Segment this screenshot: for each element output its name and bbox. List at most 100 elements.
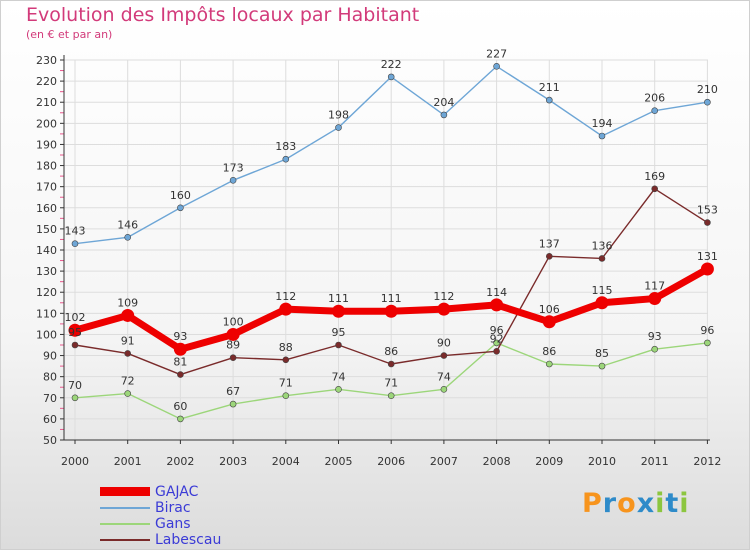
data-point-birac	[335, 124, 342, 131]
y-tick-label: 200	[36, 117, 57, 130]
y-tick-label: 80	[43, 371, 57, 384]
data-point-labescau	[229, 354, 237, 361]
series-group	[68, 63, 714, 423]
logo-letter: P	[582, 488, 603, 519]
axes: 50 60 70 80 90 100 110 120 130 140 150 160 170 180 190…	[36, 54, 721, 468]
legend-label-gans: Gans	[155, 516, 191, 532]
data-label-labescau: 91	[121, 334, 135, 347]
data-point-labescau	[651, 185, 659, 193]
data-point-birac	[124, 234, 131, 241]
data-point-gajac	[384, 304, 398, 318]
legend-item-gajac: GAJAC	[100, 484, 300, 500]
legend-label-birac: Birac	[155, 500, 191, 516]
data-label-birac: 204	[433, 96, 454, 109]
data-point-gajac	[279, 302, 293, 316]
data-label-birac: 183	[275, 140, 296, 153]
logo-letter: x	[636, 488, 656, 519]
data-label-birac: 173	[223, 161, 244, 174]
y-tick-label: 140	[36, 244, 57, 257]
data-label-gans: 71	[384, 377, 398, 390]
x-tick-label: 2011	[641, 455, 669, 468]
data-label-gajac: 112	[275, 290, 296, 303]
data-point-gans	[229, 400, 237, 408]
data-label-gans: 67	[226, 385, 240, 398]
data-point-gans	[493, 339, 500, 347]
data-point-labescau	[282, 356, 290, 364]
data-label-birac: 160	[170, 189, 191, 202]
legend-swatch-gajac	[100, 487, 150, 496]
data-label-labescau: 169	[644, 170, 665, 183]
y-tick-label: 160	[36, 202, 57, 215]
data-label-gajac: 112	[433, 290, 454, 303]
legend-label-gajac: GAJAC	[155, 484, 199, 500]
data-label-gans: 72	[121, 375, 135, 388]
logo-letter: o	[617, 488, 637, 519]
data-point-gans	[387, 392, 395, 399]
data-point-gans	[282, 392, 290, 399]
data-point-gans	[598, 362, 606, 370]
data-point-gajac	[332, 304, 345, 318]
legend-swatch-labescau	[100, 539, 150, 541]
data-label-labescau: 95	[68, 326, 82, 339]
data-point-birac	[704, 98, 711, 106]
data-label-labescau: 137	[539, 237, 560, 250]
data-point-birac	[177, 204, 184, 212]
x-tick-label: 2012	[693, 455, 721, 468]
data-label-birac: 211	[539, 81, 560, 94]
y-tick-label: 210	[36, 96, 57, 109]
data-point-labescau	[493, 348, 500, 355]
data-point-gajac	[437, 302, 451, 316]
data-label-labescau: 136	[592, 239, 613, 252]
data-point-birac	[282, 155, 290, 163]
data-point-birac	[651, 107, 659, 114]
y-tick-label: 100	[36, 328, 57, 341]
data-label-gajac: 102	[65, 311, 86, 324]
data-label-birac: 222	[381, 58, 402, 71]
chart-subtitle: (en € et par an)	[26, 28, 113, 41]
x-tick-label: 2006	[377, 455, 405, 468]
data-point-birac	[545, 96, 553, 104]
data-label-gajac: 131	[697, 250, 718, 263]
data-point-gans	[545, 360, 553, 368]
data-point-gajac	[700, 262, 714, 276]
data-label-labescau: 92	[490, 332, 504, 345]
legend-swatch-birac	[100, 507, 150, 509]
y-tick-label: 50	[43, 434, 57, 447]
y-tick-label: 220	[36, 75, 57, 88]
data-label-gajac: 93	[173, 330, 187, 343]
data-point-birac	[598, 132, 606, 140]
data-label-gans: 86	[542, 345, 556, 358]
legend-item-labescau: Labescau	[100, 532, 300, 548]
x-tick-label: 2002	[166, 455, 194, 468]
data-point-gajac	[490, 298, 504, 312]
data-point-gans	[177, 415, 184, 423]
data-label-gajac: 111	[328, 292, 349, 305]
data-label-labescau: 95	[332, 326, 346, 339]
x-tick-label: 2000	[61, 455, 89, 468]
data-label-gans: 74	[437, 370, 451, 383]
data-point-gans	[335, 386, 342, 393]
data-label-gajac: 111	[381, 292, 402, 305]
x-tick-label: 2004	[272, 455, 300, 468]
data-label-gans: 96	[700, 324, 714, 337]
data-label-labescau: 89	[226, 339, 240, 352]
y-tick-label: 130	[36, 265, 57, 278]
chart-title: Evolution des Impôts locaux par Habitant	[26, 4, 420, 26]
data-point-birac	[493, 63, 500, 70]
data-label-birac: 227	[486, 47, 507, 60]
x-tick-label: 2001	[114, 455, 142, 468]
gridlines	[64, 59, 708, 441]
data-point-labescau	[71, 341, 79, 349]
data-label-labescau: 153	[697, 204, 718, 217]
y-tick-label: 170	[36, 181, 57, 194]
y-tick-label: 150	[36, 223, 57, 236]
data-point-gans	[124, 390, 131, 397]
data-label-gajac: 114	[486, 286, 507, 299]
x-tick-label: 2005	[325, 455, 353, 468]
data-point-gans	[440, 386, 448, 393]
y-tick-label: 70	[43, 392, 57, 405]
y-tick-label: 120	[36, 286, 57, 299]
legend-item-birac: Birac	[100, 500, 300, 516]
logo-letter: i	[655, 488, 666, 519]
